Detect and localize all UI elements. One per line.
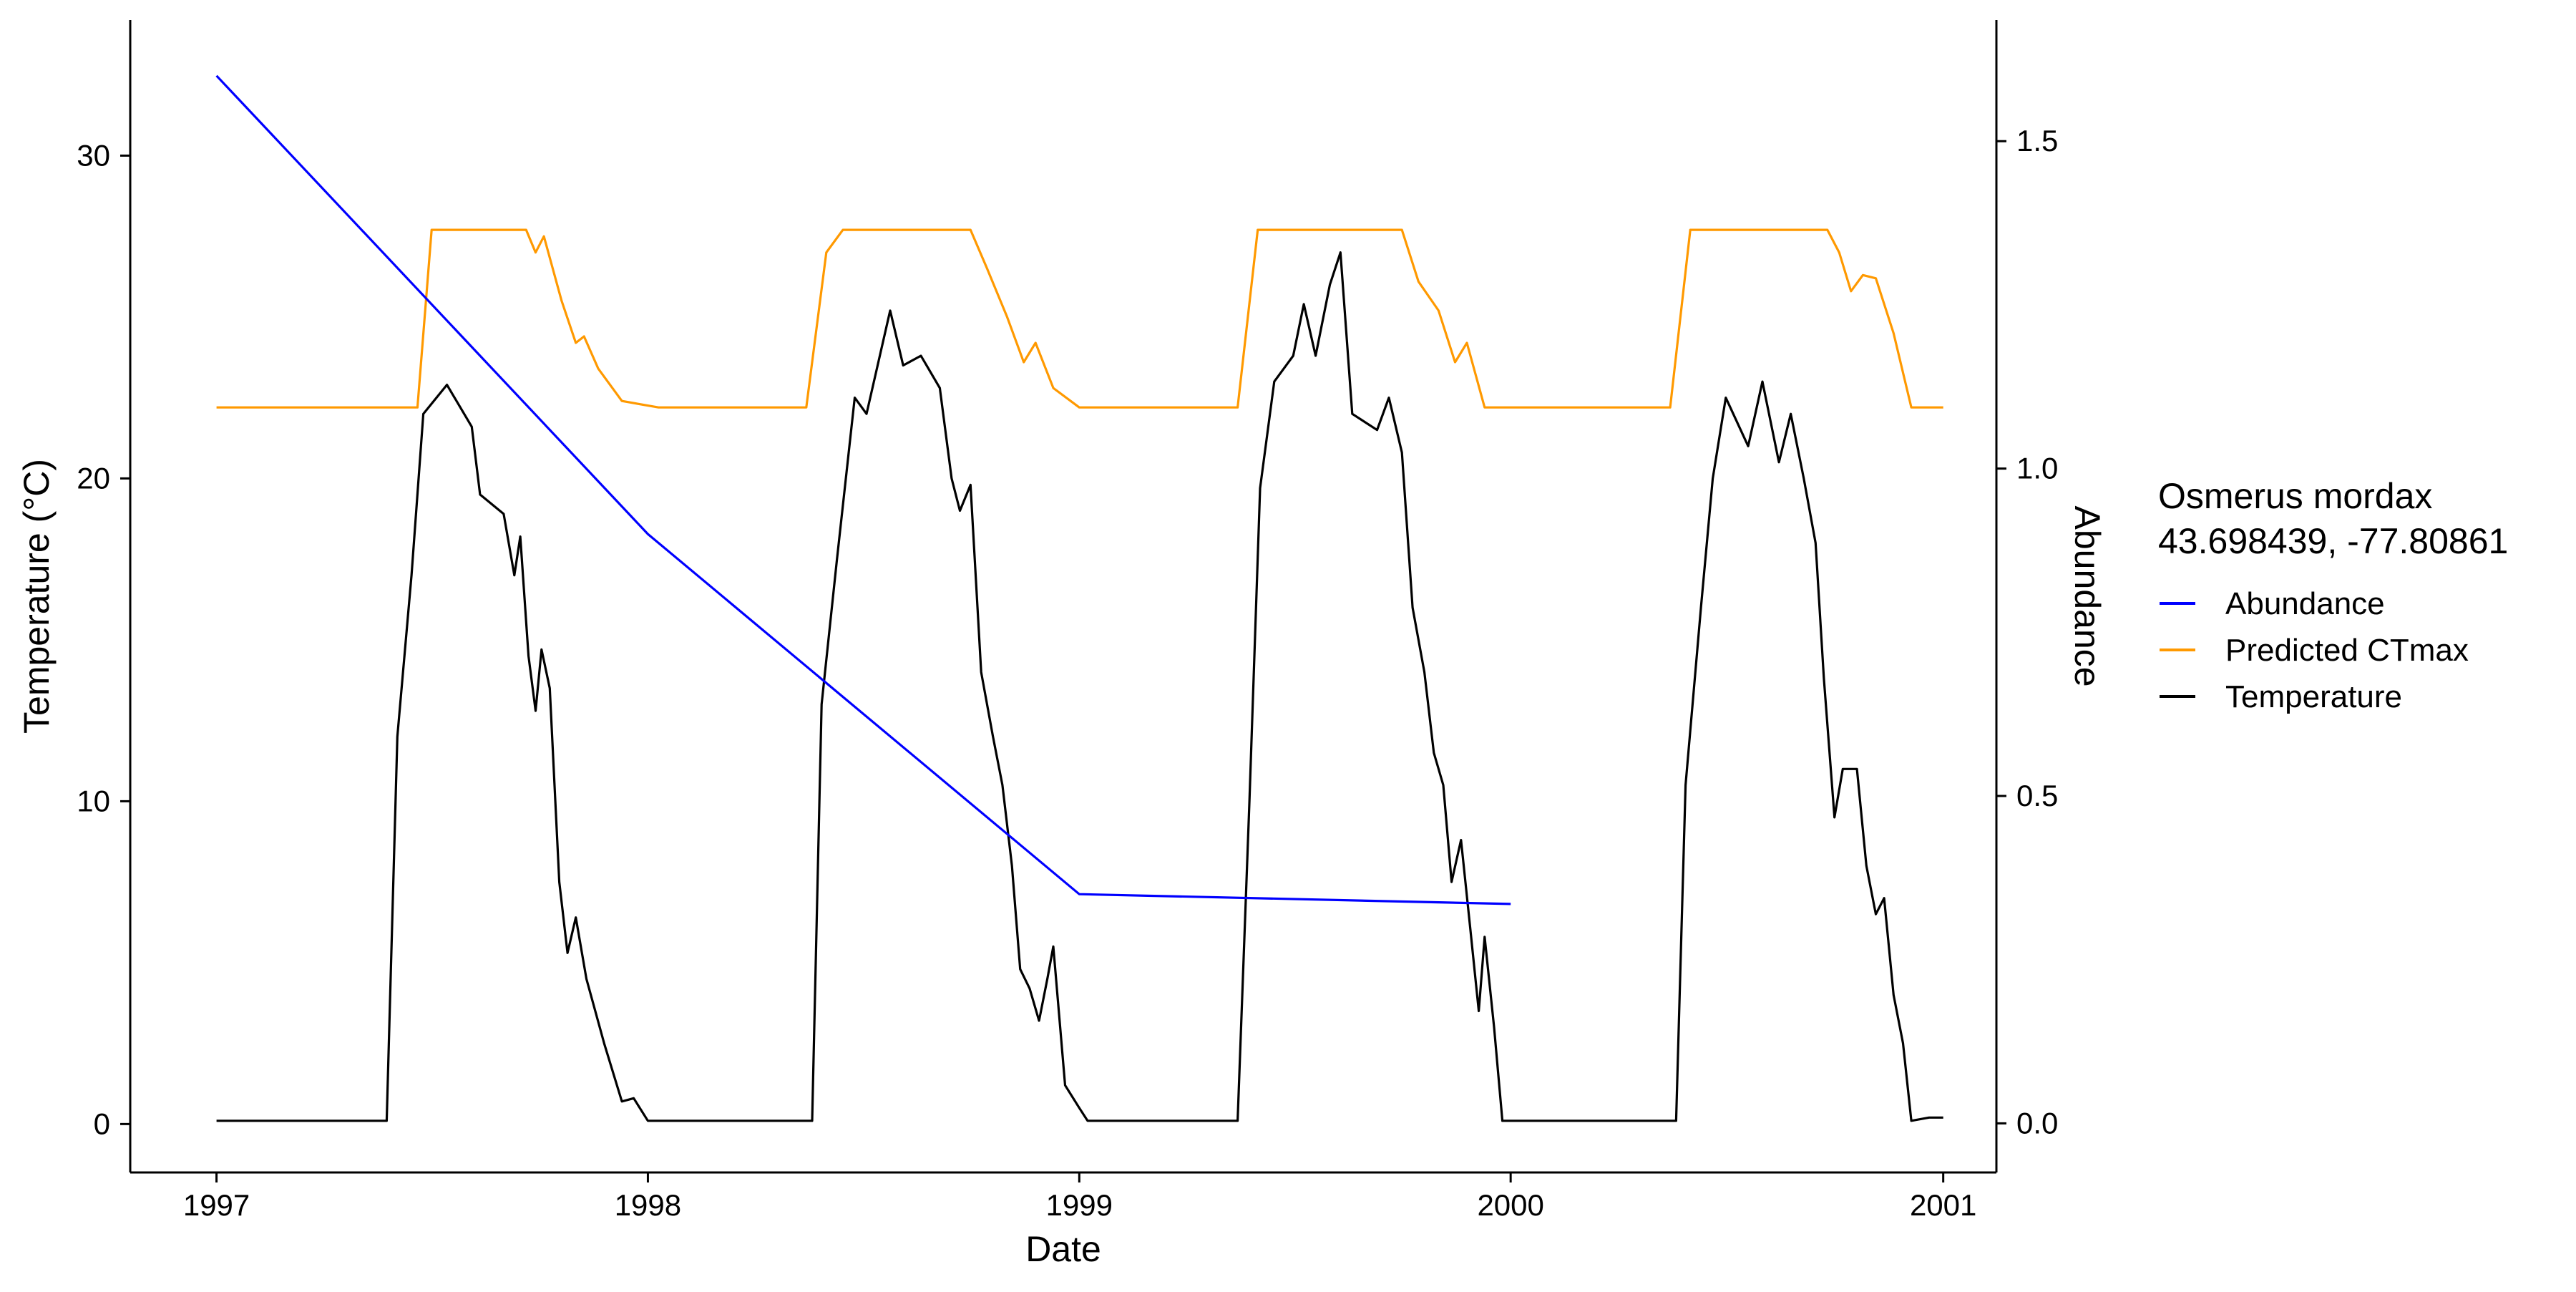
x-tick-label: 1997: [183, 1188, 250, 1222]
x-tick-label: 1999: [1046, 1188, 1113, 1222]
y-axis-title: Temperature (°C): [16, 459, 57, 734]
legend-label-temperature: Temperature: [2225, 679, 2402, 714]
y2-tick-label: 1.0: [2016, 452, 2058, 485]
y2-tick-label: 1.5: [2016, 124, 2058, 157]
series-line-abundance: [215, 74, 1511, 905]
y-tick-label: 30: [77, 138, 110, 172]
legend: Osmerus mordax 43.698439, -77.80861 Abun…: [2158, 476, 2508, 714]
x-tick-label: 2000: [1477, 1188, 1543, 1222]
series-line-predicted-ctmax: [216, 228, 1943, 409]
x-axis-title: Date: [1025, 1229, 1101, 1269]
legend-label-predicted-ctmax: Predicted CTmax: [2225, 633, 2469, 668]
x-tick-label: 1998: [615, 1188, 681, 1222]
y2-tick-label: 0.0: [2016, 1106, 2058, 1140]
ticks-layer: 1997 1998 1999 2000 2001 0 10 20 30 0.0 0.5 1.0 1.5: [77, 124, 2058, 1222]
legend-title-species: Osmerus mordax: [2158, 476, 2432, 516]
x-tick-label: 2001: [1910, 1188, 1976, 1222]
legend-label-abundance: Abundance: [2225, 586, 2385, 621]
legend-title-coordinates: 43.698439, -77.80861: [2158, 521, 2508, 561]
series-line-temperature: [216, 251, 1943, 1122]
y-tick-label: 10: [77, 784, 110, 817]
y-tick-label: 20: [77, 461, 110, 495]
y-tick-label: 0: [94, 1107, 110, 1140]
legend-entries: Abundance Predicted CTmax Temperature: [2160, 586, 2469, 714]
y2-axis-title: Abundance: [2067, 505, 2107, 686]
y2-tick-label: 0.5: [2016, 779, 2058, 812]
axes-layer: [129, 20, 1998, 1174]
series-lines-layer: [215, 74, 1943, 1122]
